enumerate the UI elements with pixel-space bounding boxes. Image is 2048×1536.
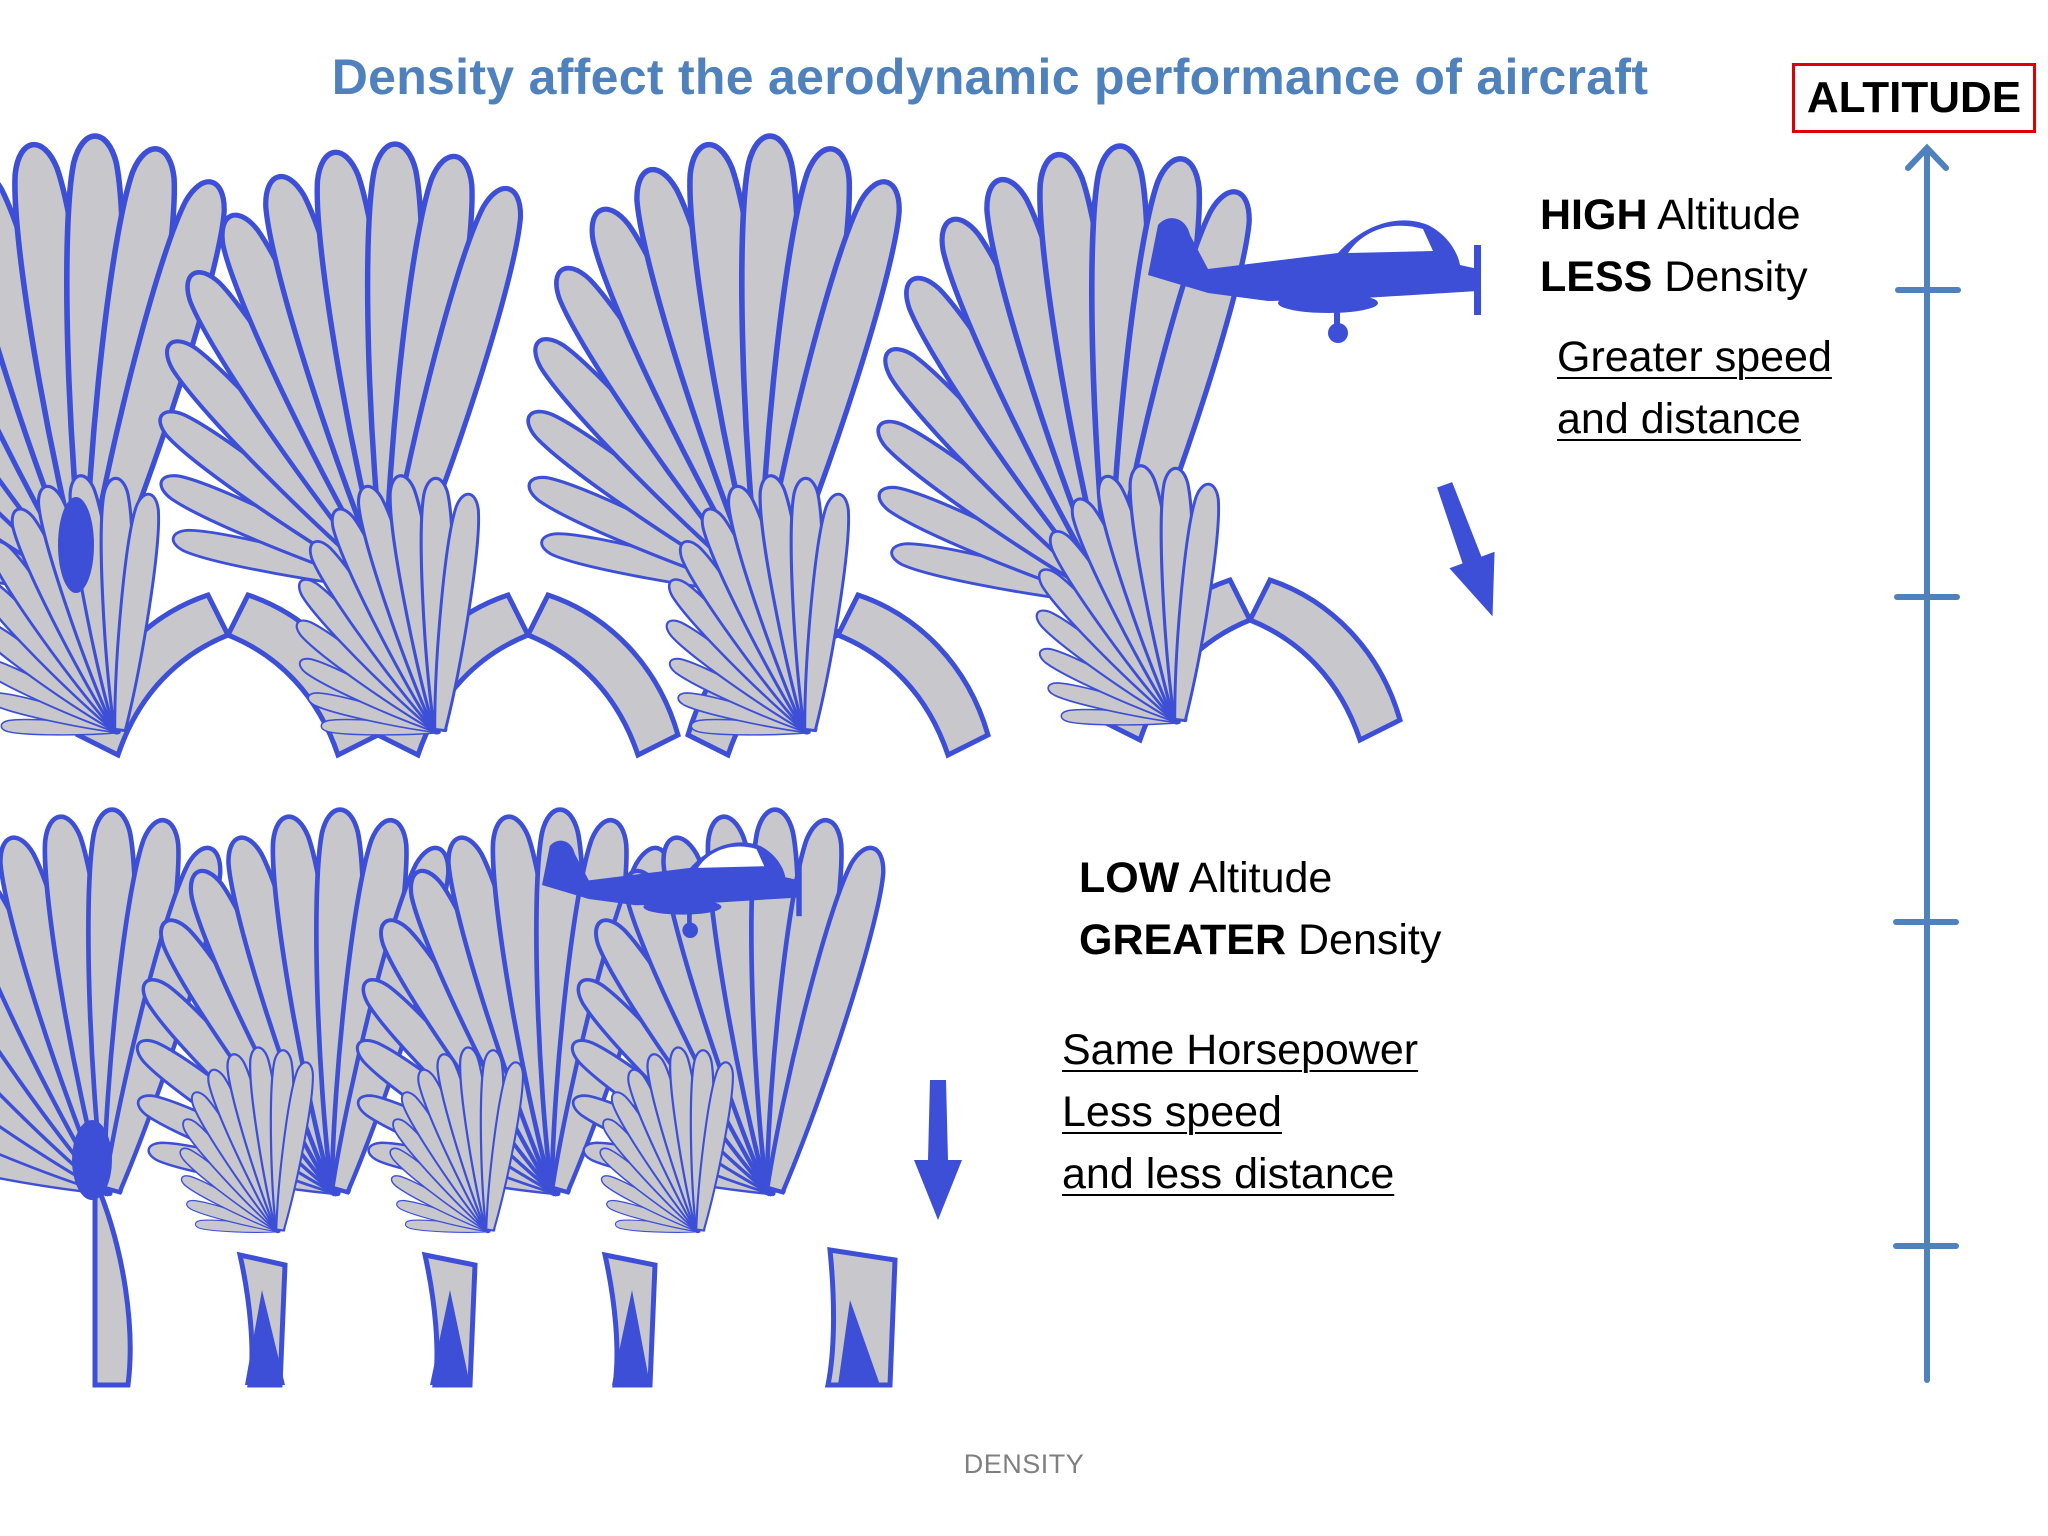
high-density-rest: Density <box>1664 253 1808 301</box>
high-density-word: LESS <box>1540 253 1653 301</box>
low-density-word: GREATER <box>1079 916 1287 964</box>
propeller-spinner-icon <box>58 497 94 593</box>
high-altitude-text: HIGH Altitude <box>1540 184 1801 246</box>
high-effect-line-2: and distance <box>1557 395 1801 443</box>
footer-label: DENSITY <box>963 1449 1085 1479</box>
high-altitude-airflow <box>0 136 1516 757</box>
high-altitude-word: HIGH <box>1540 191 1648 239</box>
propeller-spinner-icon <box>72 1120 112 1200</box>
low-density-text: GREATER Density <box>1079 909 1441 971</box>
high-effect-line-1: Greater speed <box>1557 333 1832 381</box>
low-altitude-word: LOW <box>1079 854 1180 902</box>
page-title: Density affect the aerodynamic performan… <box>0 48 2048 106</box>
low-density-rest: Density <box>1298 916 1442 964</box>
down-arrow-icon <box>914 1080 962 1220</box>
altitude-label: ALTITUDE <box>1792 63 2036 133</box>
altitude-axis <box>1893 143 1961 1383</box>
high-altitude-rest: Altitude <box>1657 191 1801 239</box>
low-stem-shadows <box>245 1290 880 1385</box>
title-text: Density affect the aerodynamic performan… <box>331 49 1649 105</box>
low-effect-line-2: Less speed <box>1062 1088 1282 1136</box>
low-altitude-rest: Altitude <box>1188 854 1333 902</box>
low-effect-line-3: and less distance <box>1062 1150 1395 1198</box>
high-density-text: LESS Density <box>1540 246 1808 308</box>
low-altitude-airflow <box>0 810 962 1388</box>
low-effect-line-1: Same Horsepower <box>1062 1026 1419 1074</box>
up-arrow-icon <box>1905 143 1949 171</box>
down-arrow-icon <box>1422 476 1516 625</box>
low-altitude-text: LOW Altitude <box>1079 847 1332 909</box>
